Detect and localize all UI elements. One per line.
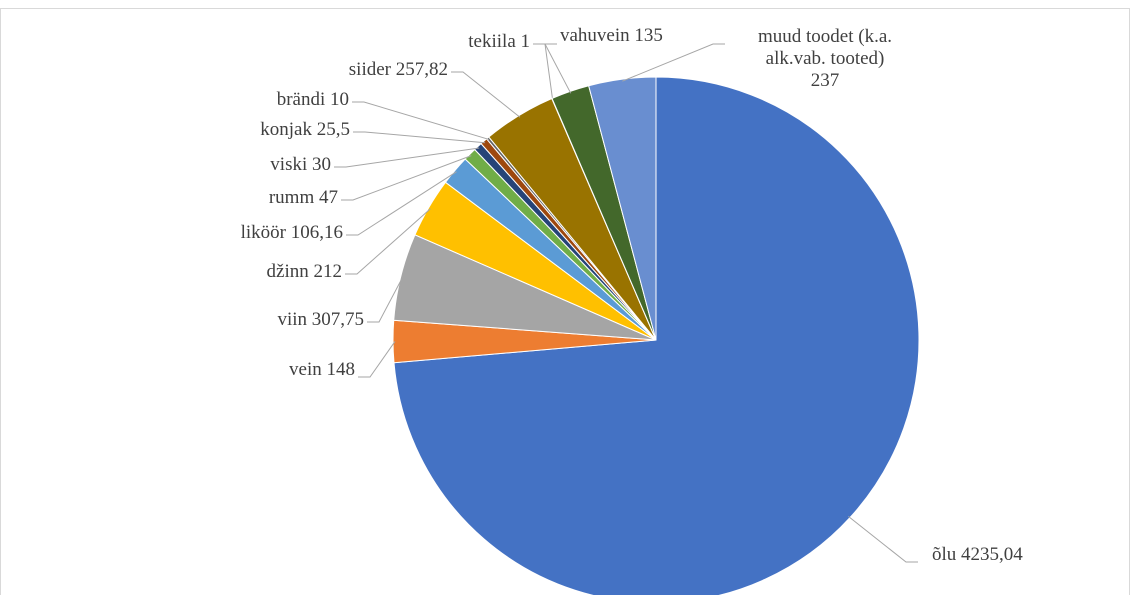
leader-line [544,43,572,94]
label-value: 30 [312,154,331,175]
label-category: brändi [276,89,326,110]
label-category: vahuvein [560,25,630,46]
leader-line [346,171,457,236]
data-label: džinn 212 [267,261,342,283]
label-category: muud toodet (k.a. alk.vab. tooted) [757,26,893,69]
label-value: 307,75 [311,309,364,330]
label-value: 148 [326,359,356,380]
label-value: 237 [810,70,840,91]
data-label: vein 148 [289,359,355,381]
data-label: viski 30 [270,154,331,176]
data-label: liköör 106,16 [241,222,343,244]
label-category: liköör [240,222,286,243]
data-label: muud toodet (k.a. alk.vab. tooted) 237 [735,26,915,92]
data-label: tekiila 1 [468,31,530,53]
leader-line [334,147,480,168]
label-value: 106,16 [290,222,343,243]
leader-line [451,71,521,118]
leader-line [622,43,725,82]
data-label: õlu 4235,04 [932,544,1023,566]
data-label: siider 257,82 [349,59,448,81]
leader-line [358,341,396,378]
label-value: 257,82 [395,59,448,80]
pie-slice [588,76,657,341]
leader-line [367,276,404,323]
leader-line [353,131,486,144]
label-category: õlu [932,544,957,565]
label-value: 1 [520,31,531,52]
label-value: 4235,04 [961,544,1023,565]
label-category: rumm [268,187,315,208]
label-value: 212 [313,261,343,282]
label-value: 135 [634,25,663,46]
label-category: siider [348,59,391,80]
leader-line [352,101,490,140]
label-value: 25,5 [316,119,350,140]
label-category: vein [289,359,322,380]
data-label: brändi 10 [277,89,349,111]
label-category: viski [270,154,308,175]
label-category: konjak [260,119,312,140]
data-label: rumm 47 [269,187,338,209]
data-label: vahuvein 135 [560,25,663,47]
data-label: konjak 25,5 [260,119,350,141]
data-label: viin 307,75 [277,309,364,331]
label-category: džinn [266,261,309,282]
leader-line [848,516,918,563]
label-category: viin [277,309,307,330]
leader-line [341,155,472,201]
label-category: tekiila [468,31,516,52]
label-value: 10 [330,89,349,110]
leader-line [345,208,431,275]
label-value: 47 [319,187,338,208]
